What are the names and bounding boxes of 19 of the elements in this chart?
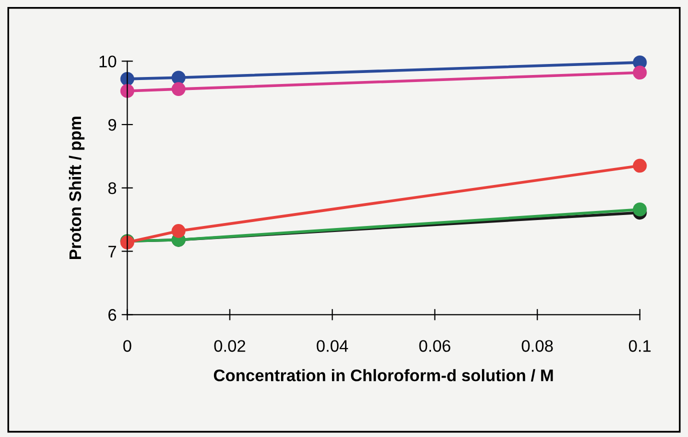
point <box>632 158 647 173</box>
x-axis-title: Concentration in Chloroform-d solution / M <box>214 369 553 382</box>
x-tick-label: 0.06 <box>419 340 450 352</box>
y-tick-label: 6 <box>108 309 116 321</box>
point <box>172 82 186 96</box>
point <box>172 70 186 85</box>
x-tick-label: 0 <box>123 340 132 352</box>
x-tick-label: 0.04 <box>316 340 348 352</box>
y-tick-label: 8 <box>108 182 116 194</box>
y-axis-title: Proton Shift / ppm <box>68 116 84 260</box>
point <box>172 224 186 238</box>
x-tick-label: 0.02 <box>214 340 246 352</box>
y-tick-label: 9 <box>108 118 116 131</box>
point <box>632 66 647 80</box>
x-tick-label: 0.08 <box>522 340 553 352</box>
y-tick-label: 7 <box>108 246 116 258</box>
y-tick-label: 10 <box>100 56 116 68</box>
x-tick-label: 0.1 <box>628 340 651 352</box>
point <box>632 202 647 216</box>
